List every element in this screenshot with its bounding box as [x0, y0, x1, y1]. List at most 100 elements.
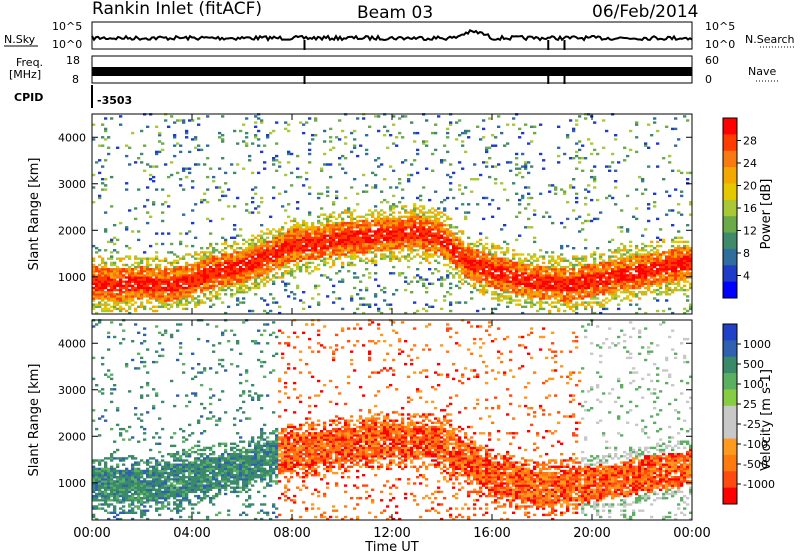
heatmap-cell — [137, 230, 141, 233]
heatmap-cell — [251, 251, 255, 254]
heatmap-cell — [617, 280, 621, 283]
heatmap-cell — [173, 270, 177, 273]
heatmap-cell — [329, 278, 333, 281]
heatmap-cell — [665, 293, 669, 296]
heatmap-cell — [668, 307, 672, 311]
heatmap-cell — [305, 221, 309, 225]
heatmap-cell — [161, 242, 165, 246]
heatmap-cell — [92, 265, 96, 269]
heatmap-cell — [521, 259, 525, 262]
heatmap-cell — [371, 257, 375, 260]
heatmap-cell — [488, 157, 492, 160]
heatmap-cell — [677, 249, 681, 252]
heatmap-cell — [314, 251, 318, 254]
heatmap-cell — [173, 286, 177, 290]
heatmap-cell — [179, 295, 183, 298]
heatmap-cell — [422, 282, 426, 285]
heatmap-cell — [554, 272, 558, 275]
heatmap-cell — [278, 236, 282, 239]
heatmap-cell — [314, 240, 318, 244]
heatmap-cell — [284, 265, 288, 269]
heatmap-cell — [158, 305, 162, 308]
heatmap-cell — [308, 186, 312, 189]
heatmap-cell — [182, 213, 186, 216]
heatmap-cell — [206, 255, 210, 258]
heatmap-cell — [416, 244, 420, 248]
heatmap-cell — [212, 180, 216, 183]
heatmap-cell — [167, 282, 171, 285]
heatmap-cell — [410, 234, 414, 237]
heatmap-cell — [641, 270, 645, 273]
heatmap-cell — [683, 265, 687, 269]
heatmap-cell — [146, 186, 150, 189]
heatmap-cell — [632, 295, 636, 298]
heatmap-cell — [443, 253, 447, 256]
heatmap-cell — [545, 272, 549, 275]
heatmap-cell — [140, 274, 144, 277]
heatmap-cell — [110, 261, 114, 265]
heatmap-cell — [368, 242, 372, 246]
heatmap-cell — [305, 230, 309, 233]
heatmap-cell — [548, 311, 552, 315]
heatmap-cell — [125, 154, 129, 158]
heatmap-cell — [437, 249, 441, 252]
heatmap-cell — [524, 207, 528, 210]
heatmap-cell — [545, 276, 549, 279]
heatmap-cell — [116, 282, 120, 285]
heatmap-cell — [110, 288, 114, 292]
heatmap-cell — [500, 268, 504, 271]
heatmap-cell — [170, 293, 174, 296]
heatmap-cell — [380, 228, 384, 231]
heatmap-cell — [242, 274, 246, 277]
heatmap-cell — [206, 259, 210, 262]
heatmap-cell — [572, 268, 576, 271]
heatmap-cell — [218, 167, 222, 170]
heatmap-cell — [317, 228, 321, 231]
heatmap-cell — [605, 165, 609, 168]
heatmap-cell — [338, 253, 342, 256]
heatmap-cell — [509, 268, 513, 271]
heatmap-cell — [197, 276, 201, 279]
heatmap-cell — [170, 276, 174, 279]
heatmap-cell — [176, 265, 180, 269]
heatmap-cell — [572, 280, 576, 283]
heatmap-cell — [644, 286, 648, 290]
heatmap-cell — [602, 270, 606, 273]
heatmap-cell — [140, 288, 144, 292]
heatmap-cell — [224, 272, 228, 275]
heatmap-cell — [182, 276, 186, 279]
heatmap-cell — [620, 278, 624, 281]
heatmap-cell — [200, 274, 204, 277]
heatmap-cell — [272, 253, 276, 256]
heatmap-cell — [287, 238, 291, 242]
heatmap-cell — [632, 257, 636, 260]
heatmap-cell — [539, 305, 543, 308]
heatmap-cell — [422, 278, 426, 281]
heatmap-cell — [266, 259, 270, 262]
heatmap-cell — [545, 291, 549, 294]
heatmap-cell — [671, 253, 675, 256]
heatmap-cell — [503, 288, 507, 292]
heatmap-cell — [680, 247, 684, 250]
heatmap-cell — [410, 249, 414, 252]
heatmap-cell — [590, 253, 594, 256]
heatmap-cell — [593, 148, 597, 152]
heatmap-cell — [629, 268, 633, 271]
heatmap-cell — [230, 274, 234, 277]
heatmap-cell — [533, 268, 537, 271]
heatmap-cell — [344, 136, 348, 139]
heatmap-cell — [260, 265, 264, 269]
heatmap-cell — [620, 209, 624, 212]
heatmap-cell — [347, 221, 351, 225]
heatmap-cell — [254, 186, 258, 189]
heatmap-cell — [329, 219, 333, 223]
heatmap-cell — [125, 295, 129, 298]
heatmap-cell — [680, 213, 684, 216]
heatmap-cell — [227, 261, 231, 265]
heatmap-cell — [491, 307, 495, 311]
heatmap-cell — [590, 152, 594, 156]
heatmap-cell — [476, 280, 480, 283]
heatmap-cell — [422, 224, 426, 227]
heatmap-cell — [554, 301, 558, 304]
heatmap-cell — [197, 265, 201, 269]
